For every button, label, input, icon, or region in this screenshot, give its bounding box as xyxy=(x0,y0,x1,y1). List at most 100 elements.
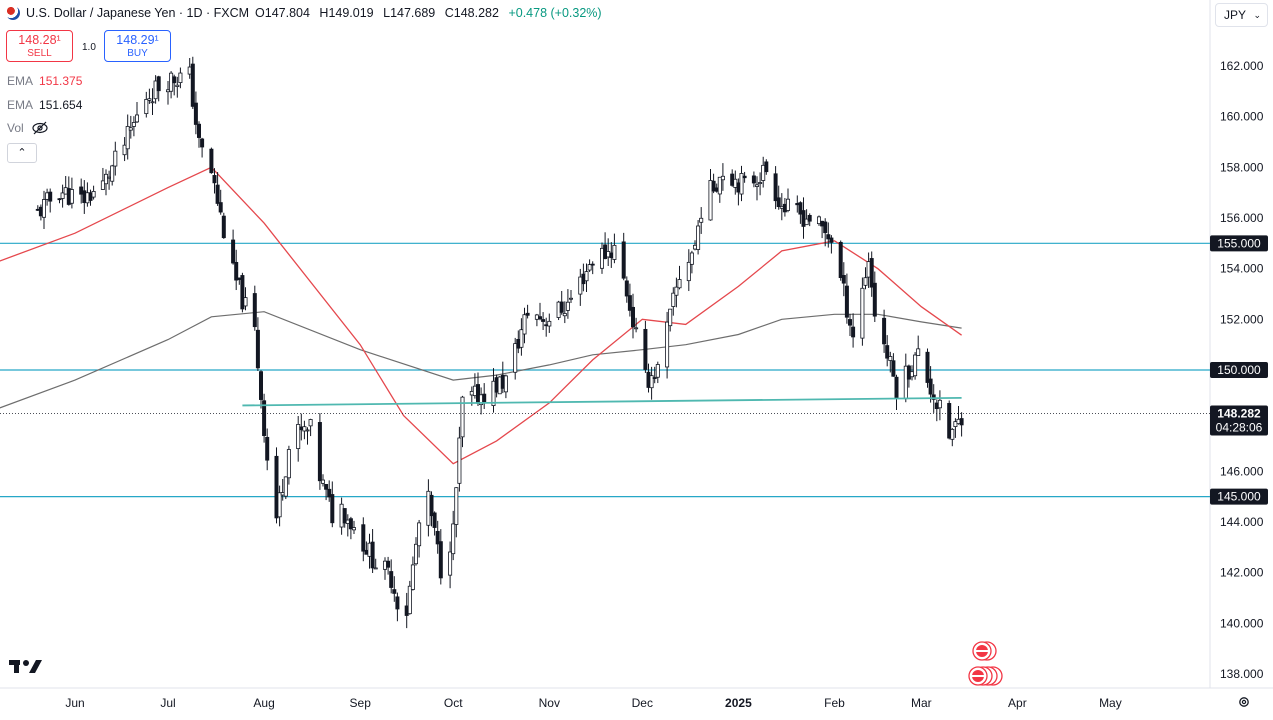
candle-body xyxy=(131,122,136,127)
volume-label: Vol xyxy=(7,121,24,135)
symbol-header: U.S. Dollar / Japanese Yen · 1D · FXCM O… xyxy=(6,6,602,20)
candle-body xyxy=(569,297,574,300)
candle-body xyxy=(262,400,267,436)
x-tick-label: Aug xyxy=(253,696,274,710)
candle-body xyxy=(711,180,716,192)
candle-body xyxy=(457,437,462,484)
candle-body xyxy=(503,375,508,393)
buy-button[interactable]: 148.29¹ BUY xyxy=(104,30,171,62)
candle-body xyxy=(460,396,465,438)
candle-body xyxy=(739,173,744,195)
candle-body xyxy=(252,293,257,328)
candle-body xyxy=(776,197,781,207)
candle-body xyxy=(231,239,236,264)
candle-body xyxy=(885,345,890,359)
trendline xyxy=(242,396,962,407)
indicator-ema-fast[interactable]: EMA 151.375 xyxy=(7,74,82,88)
candle-body xyxy=(578,276,583,295)
tradingview-logo-icon xyxy=(9,657,43,681)
buy-price: 148.29¹ xyxy=(116,33,159,47)
candle-body xyxy=(674,286,679,296)
candle-body xyxy=(525,312,530,316)
hidden-eye-icon[interactable] xyxy=(31,121,49,135)
candle-body xyxy=(851,326,856,338)
x-tick-label: May xyxy=(1099,696,1122,710)
ohlc-readout: O147.804 H149.019 L147.689 C148.282 +0.4… xyxy=(255,6,602,20)
candle-body xyxy=(110,165,115,182)
indicator-ema-slow[interactable]: EMA 151.654 xyxy=(7,98,82,112)
x-tick-label: Jun xyxy=(65,696,84,710)
candle-body xyxy=(699,217,704,223)
candle-body xyxy=(916,348,921,356)
low-label: L xyxy=(383,6,391,20)
candle-body xyxy=(243,297,248,307)
candle-body xyxy=(429,494,434,517)
change-value: +0.478 (+0.32%) xyxy=(508,6,602,20)
candle-body xyxy=(668,308,673,327)
candle-body xyxy=(413,543,418,565)
candle-body xyxy=(212,175,217,184)
candle-body xyxy=(286,449,291,479)
settings-gear-icon[interactable] xyxy=(1237,695,1251,709)
candle-body xyxy=(308,419,313,427)
candle-body xyxy=(621,241,626,279)
candle-body xyxy=(209,148,214,174)
candle-body xyxy=(69,189,74,204)
candle-body xyxy=(150,101,155,104)
candle-body xyxy=(448,551,453,576)
sell-price: 148.28¹ xyxy=(18,33,61,47)
candle-body xyxy=(931,394,936,400)
x-tick-label: Sep xyxy=(350,696,372,710)
candle-body xyxy=(454,487,459,525)
last-price-tag xyxy=(1210,405,1268,436)
buy-label: BUY xyxy=(127,48,148,59)
candle-body xyxy=(689,252,694,265)
countdown-label: 04:28:06 xyxy=(1216,421,1263,435)
candle-body xyxy=(324,484,329,490)
x-tick-label: Nov xyxy=(539,696,560,710)
last-price-label: 148.282 xyxy=(1217,407,1261,421)
candle-body xyxy=(175,84,180,87)
candle-body xyxy=(720,175,725,181)
candle-body xyxy=(612,244,617,260)
ema-fast-value: 151.375 xyxy=(39,74,83,88)
candle-body xyxy=(829,237,834,243)
candle-body xyxy=(128,127,133,131)
y-tick-label: 156.000 xyxy=(1220,211,1264,225)
candle-body xyxy=(624,280,629,297)
collapse-legend-button[interactable]: ⌃ xyxy=(7,143,37,163)
candle-body xyxy=(798,202,803,215)
x-tick-label: Feb xyxy=(824,696,845,710)
candle-body xyxy=(395,596,400,610)
candle-body xyxy=(717,176,722,195)
candle-body xyxy=(696,225,701,250)
candle-body xyxy=(320,479,325,484)
candle-body xyxy=(838,241,843,279)
candle-body xyxy=(755,184,760,187)
candle-body xyxy=(655,364,660,378)
candle-body xyxy=(860,287,865,339)
candle-body xyxy=(218,202,223,213)
candle-body xyxy=(807,214,812,222)
candle-body xyxy=(817,216,822,225)
candle-body xyxy=(104,173,109,185)
candle-body xyxy=(522,314,527,335)
candle-body xyxy=(649,375,654,389)
candle-body xyxy=(240,275,245,310)
candle-body xyxy=(234,261,239,281)
level-price-tag xyxy=(1210,235,1268,252)
candle-body xyxy=(317,422,322,482)
candle-body xyxy=(255,329,260,369)
indicator-volume[interactable]: Vol xyxy=(7,121,49,135)
sell-button[interactable]: 148.28¹ SELL xyxy=(6,30,73,62)
candle-body xyxy=(147,98,152,101)
candle-body xyxy=(519,329,524,348)
candle-body xyxy=(844,285,849,318)
candle-body xyxy=(894,376,899,399)
symbol-title[interactable]: U.S. Dollar / Japanese Yen · 1D · FXCM xyxy=(26,6,250,20)
candle-body xyxy=(407,585,412,615)
currency-selector[interactable]: JPY ⌄ xyxy=(1215,3,1268,27)
x-tick-label: Dec xyxy=(632,696,653,710)
